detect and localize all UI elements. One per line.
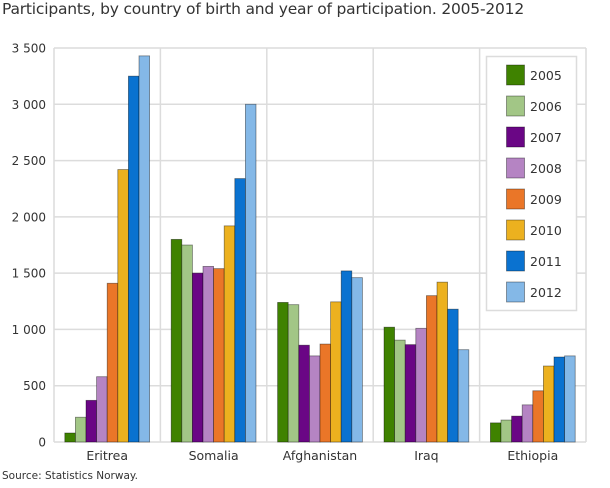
bar-2009[interactable] <box>106 282 119 443</box>
bar-2006[interactable] <box>181 244 193 443</box>
legend-box <box>485 55 578 312</box>
bar-2009[interactable] <box>319 343 332 443</box>
legend-label: 2005 <box>530 68 562 83</box>
category-group-eritrea <box>64 55 151 443</box>
bar-2010[interactable] <box>117 169 129 443</box>
bar-2010[interactable] <box>436 281 449 443</box>
bar-2008[interactable] <box>521 404 534 443</box>
legend-item-2005[interactable]: 2005 <box>506 64 562 86</box>
y-tick-label: 2 500 <box>12 154 46 168</box>
bar-2007[interactable] <box>191 272 204 443</box>
legend-item-2012[interactable]: 2012 <box>506 281 562 303</box>
bar-2007[interactable] <box>85 399 98 443</box>
bar-2005[interactable] <box>277 302 289 443</box>
chart-title: Participants, by country of birth and ye… <box>2 0 525 18</box>
legend-item-2007[interactable]: 2007 <box>506 126 562 148</box>
bar-2006[interactable] <box>75 416 87 443</box>
legend-swatch <box>506 250 525 272</box>
y-tick-label: 500 <box>23 379 46 393</box>
x-tick-label: Somalia <box>189 448 239 463</box>
bar-2010[interactable] <box>543 365 555 443</box>
legend-swatch <box>506 281 525 303</box>
bar-2006[interactable] <box>287 304 300 443</box>
y-tick-label: 3 500 <box>12 42 46 56</box>
bar-2010[interactable] <box>330 301 342 443</box>
legend: 2005 2006 2007 2008 2009 2010 2011 2012 <box>485 55 578 312</box>
y-tick-label: 1 000 <box>12 323 46 337</box>
legend-label: 2008 <box>530 161 562 176</box>
legend-item-2010[interactable]: 2010 <box>506 219 562 241</box>
bar-2005[interactable] <box>64 432 76 443</box>
bar-2005[interactable] <box>489 422 502 443</box>
x-tick-label: Iraq <box>414 448 438 463</box>
legend-swatch <box>506 126 525 148</box>
bar-2005[interactable] <box>170 238 183 443</box>
bar-2005[interactable] <box>383 326 396 443</box>
category-group-iraq <box>383 281 470 443</box>
legend-label: 2011 <box>530 254 562 269</box>
bar-2012[interactable] <box>351 277 363 443</box>
legend-swatch <box>506 188 525 210</box>
x-tick-label: Afghanistan <box>283 448 357 463</box>
bar-2008[interactable] <box>308 355 321 443</box>
legend-label: 2007 <box>530 130 562 145</box>
source-note: Source: Statistics Norway. <box>2 470 138 482</box>
bar-2012[interactable] <box>138 55 151 443</box>
bar-2008[interactable] <box>415 327 427 443</box>
bar-2009[interactable] <box>532 390 544 443</box>
bar-2011[interactable] <box>127 75 140 443</box>
bar-2006[interactable] <box>394 339 406 443</box>
category-group-ethiopia <box>489 355 576 443</box>
legend-label: 2010 <box>530 223 562 238</box>
bar-2011[interactable] <box>234 178 246 443</box>
legend-label: 2012 <box>530 285 562 300</box>
legend-swatch <box>506 64 525 86</box>
legend-swatch <box>506 219 525 241</box>
legend-swatch <box>506 95 525 117</box>
bar-2007[interactable] <box>404 344 417 443</box>
legend-label: 2006 <box>530 99 562 114</box>
bar-2008[interactable] <box>96 376 108 443</box>
legend-item-2009[interactable]: 2009 <box>506 188 562 210</box>
bar-2012[interactable] <box>457 349 470 443</box>
bar-2012[interactable] <box>244 103 257 443</box>
category-group-afghanistan <box>277 270 363 443</box>
y-tick-label: 0 <box>38 436 46 450</box>
legend-item-2008[interactable]: 2008 <box>506 157 562 179</box>
bar-2011[interactable] <box>553 356 566 443</box>
legend-swatch <box>506 157 525 179</box>
y-tick-label: 2 000 <box>12 210 46 224</box>
y-tick-label: 3 000 <box>12 98 46 112</box>
x-tick-label: Ethiopia <box>507 448 558 463</box>
bar-2008[interactable] <box>202 265 215 443</box>
bar-2010[interactable] <box>223 225 236 443</box>
bar-2009[interactable] <box>213 268 225 443</box>
legend-label: 2009 <box>530 192 562 207</box>
x-tick-label: Eritrea <box>86 448 128 463</box>
bar-2006[interactable] <box>500 419 513 443</box>
bar-2012[interactable] <box>564 355 576 443</box>
legend-item-2011[interactable]: 2011 <box>506 250 562 272</box>
bar-2007[interactable] <box>511 415 523 443</box>
category-group-somalia <box>170 103 257 443</box>
y-tick-label: 1 500 <box>12 267 46 281</box>
bar-2009[interactable] <box>425 295 438 443</box>
bar-2011[interactable] <box>340 270 353 443</box>
bar-2007[interactable] <box>298 344 310 443</box>
bar-2011[interactable] <box>447 308 459 443</box>
legend-item-2006[interactable]: 2006 <box>506 95 562 117</box>
